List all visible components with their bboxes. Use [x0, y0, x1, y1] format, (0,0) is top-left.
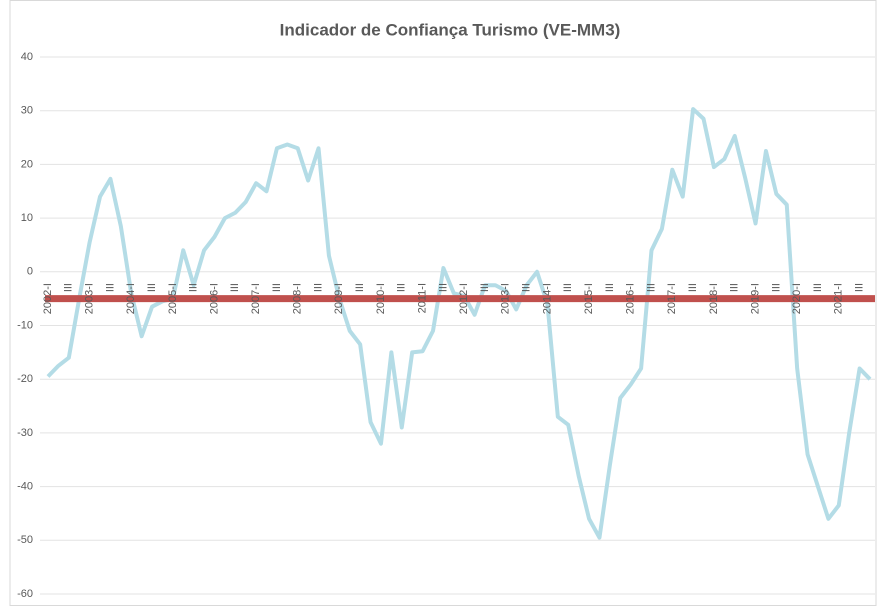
x-tick-label: 2019-I	[749, 283, 761, 314]
x-tick-label: III	[770, 283, 782, 292]
y-tick-label: -20	[17, 373, 33, 385]
y-tick-label: 40	[21, 51, 33, 63]
x-tick-label: III	[854, 283, 866, 292]
y-tick-label: -50	[17, 534, 33, 546]
x-tick-label: III	[271, 283, 283, 292]
chart-frame	[9, 0, 877, 606]
x-tick-label: III	[645, 283, 657, 292]
x-tick-label: 2021-I	[833, 283, 845, 314]
y-tick-label: 0	[27, 266, 33, 278]
x-tick-label: 2011-I	[416, 283, 428, 313]
y-tick-label: -60	[17, 588, 33, 600]
x-tick-label: III	[437, 283, 449, 292]
x-tick-label: 2010-I	[375, 283, 387, 314]
x-tick-label: 2016-I	[625, 283, 637, 314]
x-tick-label: 2015-I	[583, 283, 595, 314]
x-tick-label: 2013-I	[500, 283, 512, 314]
x-tick-label: 2002-I	[42, 283, 54, 314]
x-tick-label: 2020-I	[791, 283, 803, 314]
x-tick-label: III	[812, 283, 824, 292]
x-tick-label: 2005-I	[167, 283, 179, 314]
x-tick-label: III	[604, 283, 616, 292]
x-tick-label: 2012-I	[458, 283, 470, 314]
x-tick-label: III	[687, 283, 699, 292]
x-tick-label: III	[229, 283, 241, 292]
y-tick-label: -30	[17, 427, 33, 439]
y-tick-label: 10	[21, 212, 33, 224]
x-tick-label: III	[729, 283, 741, 292]
y-tick-label: 20	[21, 158, 33, 170]
x-tick-label: III	[146, 283, 158, 292]
x-tick-label: III	[562, 283, 574, 292]
x-tick-label: 2003-I	[84, 283, 96, 314]
x-tick-label: 2008-I	[292, 283, 304, 314]
x-tick-label: 2007-I	[250, 283, 262, 314]
x-tick-label: III	[521, 283, 533, 292]
x-tick-label: III	[63, 283, 75, 292]
x-tick-label: 2017-I	[666, 283, 678, 314]
x-tick-label: 2018-I	[708, 283, 720, 314]
y-tick-label: -40	[17, 481, 33, 493]
x-tick-label: III	[354, 283, 366, 292]
y-tick-label: -10	[17, 319, 33, 331]
data-line	[46, 107, 872, 540]
x-tick-label: III	[479, 283, 491, 292]
y-tick-label: 30	[21, 105, 33, 117]
x-tick-label: III	[188, 283, 200, 292]
x-tick-label: III	[396, 283, 408, 292]
x-tick-label: III	[104, 283, 116, 292]
x-tick-label: 2014-I	[541, 283, 553, 314]
x-tick-label: 2009-I	[333, 283, 345, 314]
x-tick-label: 2006-I	[208, 283, 220, 314]
chart-title: Indicador de Confiança Turismo (VE-MM3)	[280, 20, 621, 39]
x-tick-label: 2004-I	[125, 283, 137, 314]
x-tick-label: III	[312, 283, 324, 292]
